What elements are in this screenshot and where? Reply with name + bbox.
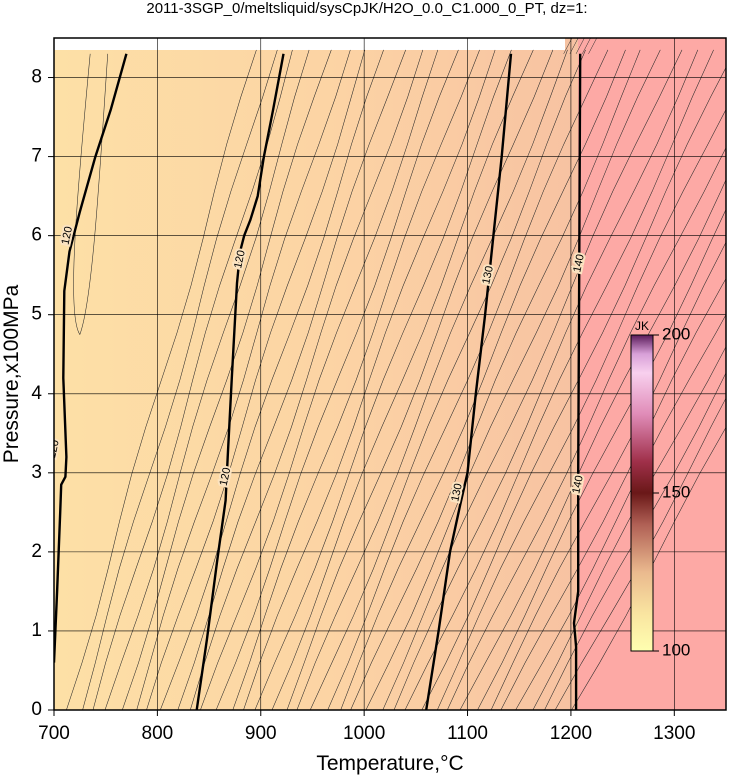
minor-contour-line: [554, 397, 726, 710]
minor-contour-line: [232, 49, 480, 710]
x-tick-label: 1300: [653, 723, 695, 744]
minor-contour-line: [404, 49, 714, 710]
axes: 700 800 900 1000 1100 1200 1300 0 1 2 3 4 5 6 7 8: [31, 67, 695, 744]
y-axis-label: Pressure,x100MPa: [0, 284, 23, 463]
x-tick-label: 900: [245, 723, 277, 744]
minor-contour-line: [104, 49, 310, 710]
minor-contour-line: [544, 372, 726, 710]
minor-contour-line: [365, 49, 661, 710]
x-tick-label: 800: [142, 723, 174, 744]
minor-contour-line: [146, 49, 366, 710]
minor-contour-line: [350, 49, 641, 710]
x-tick-label: 1200: [550, 723, 592, 744]
minor-contour-line: [382, 49, 683, 710]
minor-contour-line: [459, 179, 726, 710]
minor-contour-line: [563, 38, 573, 54]
minor-contour-line: [309, 49, 586, 710]
minor-contour-line: [254, 49, 512, 710]
minor-contour-line: [437, 108, 726, 710]
contour-label: 120: [46, 439, 62, 459]
minor-contour-line: [447, 147, 726, 710]
minor-contour-line: [200, 49, 439, 710]
x-tick-label: 1100: [447, 723, 488, 744]
x-axis-label: Temperature,°C: [316, 752, 463, 775]
y-tick-label: 5: [31, 304, 42, 325]
minor-contour-line: [340, 49, 626, 710]
major-contour-line: [54, 53, 128, 663]
unfilled-region: [54, 38, 565, 50]
y-tick-label: 7: [31, 146, 42, 167]
minor-contour-line: [122, 49, 332, 710]
minor-contour-line: [569, 38, 579, 54]
minor-contour-line: [582, 38, 591, 54]
chart-title: 2011-3SGP_0/meltsliquid/sysCpJK/H2O_0.0_…: [146, 0, 588, 17]
minor-contour-line: [271, 49, 534, 710]
x-tick-label: 1000: [343, 723, 385, 744]
grid: [54, 38, 726, 710]
major-contour-line: [572, 53, 582, 710]
colorbar: JK 100 150 200: [630, 319, 690, 659]
minor-contour-line: [532, 346, 726, 710]
minor-contour-line: [177, 49, 406, 710]
minor-contour-line: [296, 49, 568, 710]
liquid-region: [54, 38, 578, 710]
minor-contour-line: [82, 49, 278, 710]
colorbar-unit: JK: [635, 319, 649, 333]
y-tick-label: 8: [31, 67, 42, 88]
colorbar-tick-label: 150: [662, 482, 690, 501]
minor-contour-line: [490, 241, 726, 710]
y-tick-label: 0: [31, 699, 42, 720]
y-tick-label: 2: [31, 541, 42, 562]
minor-contour-line: [286, 49, 554, 710]
major-contour-line: [425, 53, 513, 710]
minor-contour-line: [92, 49, 293, 710]
plot-frame: [53, 37, 727, 711]
colorbar-scale: [630, 334, 654, 652]
minor-contour-line: [136, 49, 351, 710]
colorbar-tick-label: 200: [662, 324, 690, 343]
minor-contour-line: [500, 277, 726, 710]
y-tick-label: 6: [31, 225, 42, 246]
minor-contour-line: [243, 49, 496, 710]
y-tick-label: 3: [31, 462, 42, 483]
minor-contour-line: [190, 49, 424, 710]
minor-contour-line: [588, 38, 597, 54]
minor-contour-line: [215, 49, 459, 710]
y-tick-label: 1: [31, 620, 42, 641]
minor-contour-line: [160, 49, 384, 710]
major-contour-line: [195, 53, 285, 710]
minor-contour-line: [575, 38, 585, 54]
y-tick-label: 4: [31, 383, 42, 404]
minor-contour-line: [66, 49, 257, 710]
minor-contour-loop: [73, 53, 109, 336]
x-tick-label: 700: [38, 723, 70, 744]
colorbar-tick-label: 100: [662, 640, 690, 659]
